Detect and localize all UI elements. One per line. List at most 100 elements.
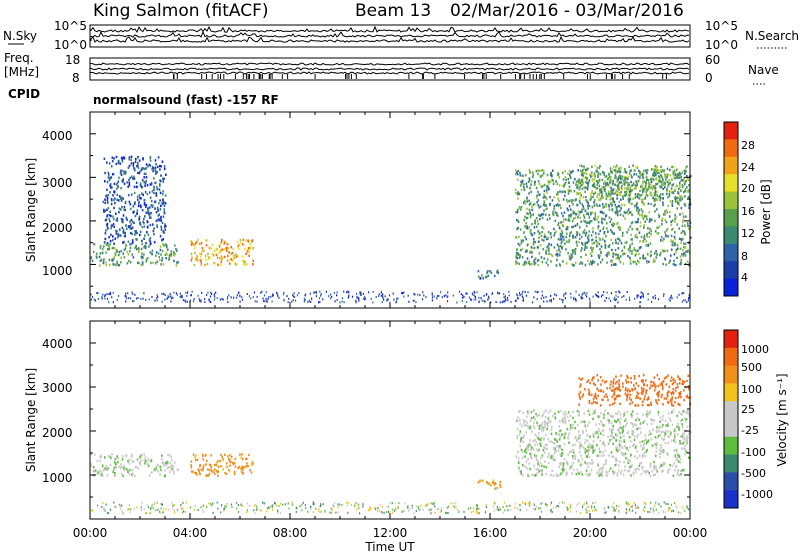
echo-cell [678, 411, 680, 413]
echo-cell [661, 223, 663, 225]
echo-cell [253, 296, 254, 298]
echo-cell [109, 178, 111, 180]
echo-cell [466, 292, 467, 294]
echo-cell [359, 512, 360, 514]
echo-cell [637, 413, 639, 415]
echo-cell [108, 293, 109, 295]
echo-cell [555, 180, 557, 182]
echo-cell [669, 195, 671, 197]
echo-cell [228, 247, 230, 249]
echo-cell [560, 447, 562, 449]
echo-cell [533, 296, 534, 298]
echo-cell [194, 509, 195, 511]
echo-cell [550, 420, 552, 422]
echo-cell [570, 504, 571, 506]
echo-cell [590, 300, 591, 302]
echo-cell [609, 208, 611, 210]
echo-cell [247, 502, 248, 504]
echo-cell [581, 443, 583, 445]
echo-cell [651, 470, 653, 472]
echo-cell [685, 420, 687, 422]
echo-cell [174, 461, 176, 463]
echo-cell [251, 463, 253, 465]
echo-cell [194, 472, 196, 474]
echo-cell [577, 169, 579, 171]
echo-cell [599, 455, 601, 457]
echo-cell [578, 393, 580, 395]
echo-cell [524, 225, 526, 227]
echo-cell [122, 458, 124, 460]
echo-cell [499, 507, 500, 509]
echo-cell [540, 428, 542, 430]
echo-cell [159, 168, 161, 170]
echo-cell [292, 502, 293, 504]
echo-cell [234, 462, 236, 464]
echo-cell [651, 438, 653, 440]
echo-cell [679, 227, 681, 229]
echo-cell [637, 505, 638, 507]
echo-cell [268, 507, 269, 509]
echo-cell [629, 297, 630, 299]
echo-cell [653, 419, 655, 421]
echo-cell [599, 185, 601, 187]
echo-cell [544, 233, 546, 235]
echo-cell [682, 435, 684, 437]
echo-cell [527, 244, 529, 246]
echo-cell [635, 447, 637, 449]
echo-cell [199, 243, 201, 245]
echo-cell [589, 205, 591, 207]
echo-cell [147, 184, 149, 186]
echo-cell [280, 503, 281, 505]
echo-cell [490, 484, 492, 486]
echo-cell [142, 221, 144, 223]
echo-cell [673, 510, 674, 512]
echo-cell [500, 509, 501, 511]
echo-cell [648, 232, 650, 234]
echo-cell [534, 232, 536, 234]
echo-cell [676, 249, 678, 251]
echo-cell [539, 252, 541, 254]
echo-cell [128, 226, 130, 228]
echo-cell [650, 475, 652, 477]
echo-cell [202, 509, 203, 511]
echo-cell [602, 203, 604, 205]
echo-cell [538, 170, 540, 172]
echo-cell [558, 475, 560, 477]
echo-cell [568, 442, 570, 444]
echo-cell [592, 185, 594, 187]
echo-cell [647, 511, 648, 513]
echo-cell [165, 194, 167, 196]
echo-cell [136, 213, 138, 215]
echo-cell [173, 472, 175, 474]
echo-cell [277, 512, 278, 514]
echo-cell [398, 505, 399, 507]
echo-cell [661, 175, 663, 177]
echo-cell [134, 508, 135, 510]
echo-cell [168, 466, 170, 468]
echo-cell [557, 191, 559, 193]
echo-cell [641, 236, 643, 238]
echo-cell [542, 471, 544, 473]
echo-cell [672, 240, 674, 242]
echo-cell [150, 512, 151, 514]
echo-cell [548, 417, 550, 419]
echo-cell [586, 246, 588, 248]
echo-cell [106, 467, 108, 469]
echo-cell [106, 264, 108, 266]
echo-cell [561, 247, 563, 249]
echo-cell [628, 188, 630, 190]
echo-cell [607, 471, 609, 473]
echo-cell [548, 453, 550, 455]
echo-cell [526, 183, 528, 185]
echo-cell [156, 211, 158, 213]
echo-cell [549, 214, 551, 216]
echo-cell [206, 506, 207, 508]
echo-cell [573, 181, 575, 183]
echo-cell [516, 228, 518, 230]
echo-cell [431, 502, 432, 504]
echo-cell [310, 301, 311, 303]
echo-cell [688, 457, 690, 459]
echo-cell [679, 184, 681, 186]
echo-cell [163, 178, 165, 180]
echo-cell [662, 204, 664, 206]
